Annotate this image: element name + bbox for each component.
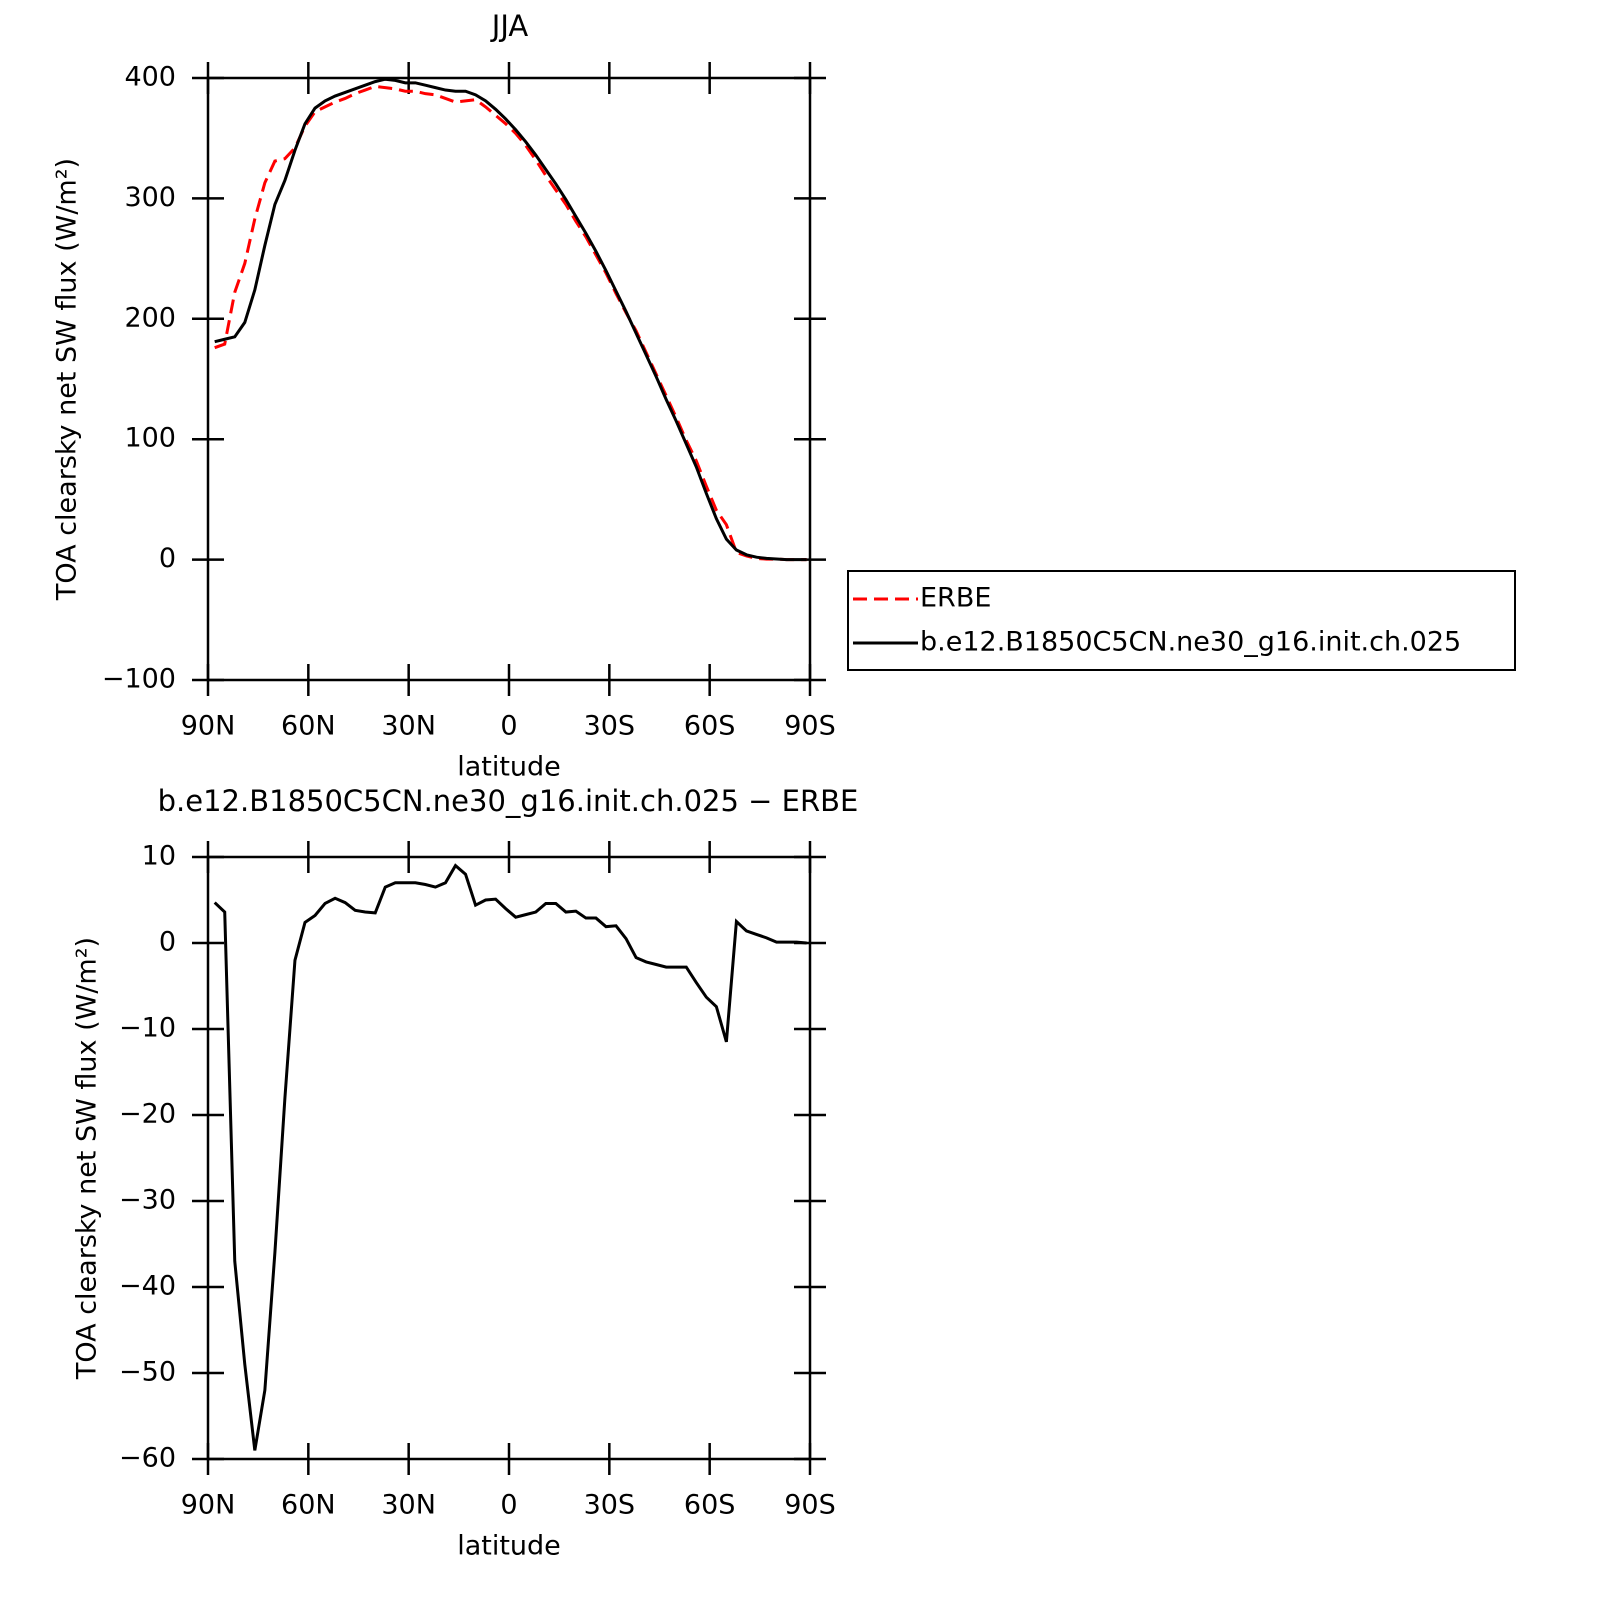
- y-tick-label: 0: [159, 927, 176, 958]
- y-tick-label: 0: [159, 543, 176, 574]
- y-tick-label: −50: [119, 1357, 176, 1388]
- y-tick-label: 200: [124, 302, 176, 333]
- x-tick-label: 0: [500, 1490, 517, 1521]
- chart-title: b.e12.B1850C5CN.ne30_g16.init.ch.025 − E…: [158, 784, 859, 818]
- data-line: [213, 863, 807, 1451]
- y-tick-label: 300: [124, 182, 176, 213]
- y-tick-label: 100: [124, 423, 176, 454]
- x-tick-label: 60N: [281, 1490, 336, 1521]
- y-tick-label: −60: [119, 1443, 176, 1474]
- x-tick-label: 30S: [584, 1490, 636, 1521]
- y-tick-label: −40: [119, 1271, 176, 1302]
- x-tick-label: 0: [500, 711, 517, 742]
- data-line: [214, 84, 807, 562]
- legend-label: b.e12.B1850C5CN.ne30_g16.init.ch.025: [920, 627, 1461, 658]
- x-tick-label: 60S: [684, 711, 736, 742]
- chart-title: JJA: [490, 9, 529, 43]
- x-tick-label: 30N: [381, 711, 436, 742]
- x-axis-label: latitude: [457, 752, 561, 783]
- x-tick-label: 90S: [784, 711, 836, 742]
- legend-box: [847, 570, 1516, 671]
- y-tick-label: 10: [142, 841, 176, 872]
- legend-label: ERBE: [920, 583, 991, 614]
- plot-frame: [206, 76, 812, 682]
- y-tick-label: 400: [124, 62, 176, 93]
- x-tick-label: 30N: [381, 1490, 436, 1521]
- y-tick-label: −100: [102, 664, 176, 695]
- y-tick-label: −30: [119, 1185, 176, 1216]
- x-tick-label: 30S: [584, 711, 636, 742]
- y-tick-label: −10: [119, 1013, 176, 1044]
- plot-frame: [206, 855, 812, 1461]
- x-tick-label: 60N: [281, 711, 336, 742]
- x-tick-label: 90N: [181, 711, 236, 742]
- x-tick-label: 60S: [684, 1490, 736, 1521]
- x-tick-label: 90N: [181, 1490, 236, 1521]
- x-axis-label: latitude: [457, 1531, 561, 1562]
- x-tick-label: 90S: [784, 1490, 836, 1521]
- y-axis-label: TOA clearsky net SW flux (W/m²): [52, 158, 83, 601]
- y-tick-label: −20: [119, 1099, 176, 1130]
- y-axis-label: TOA clearsky net SW flux (W/m²): [72, 937, 103, 1380]
- data-line: [214, 77, 807, 562]
